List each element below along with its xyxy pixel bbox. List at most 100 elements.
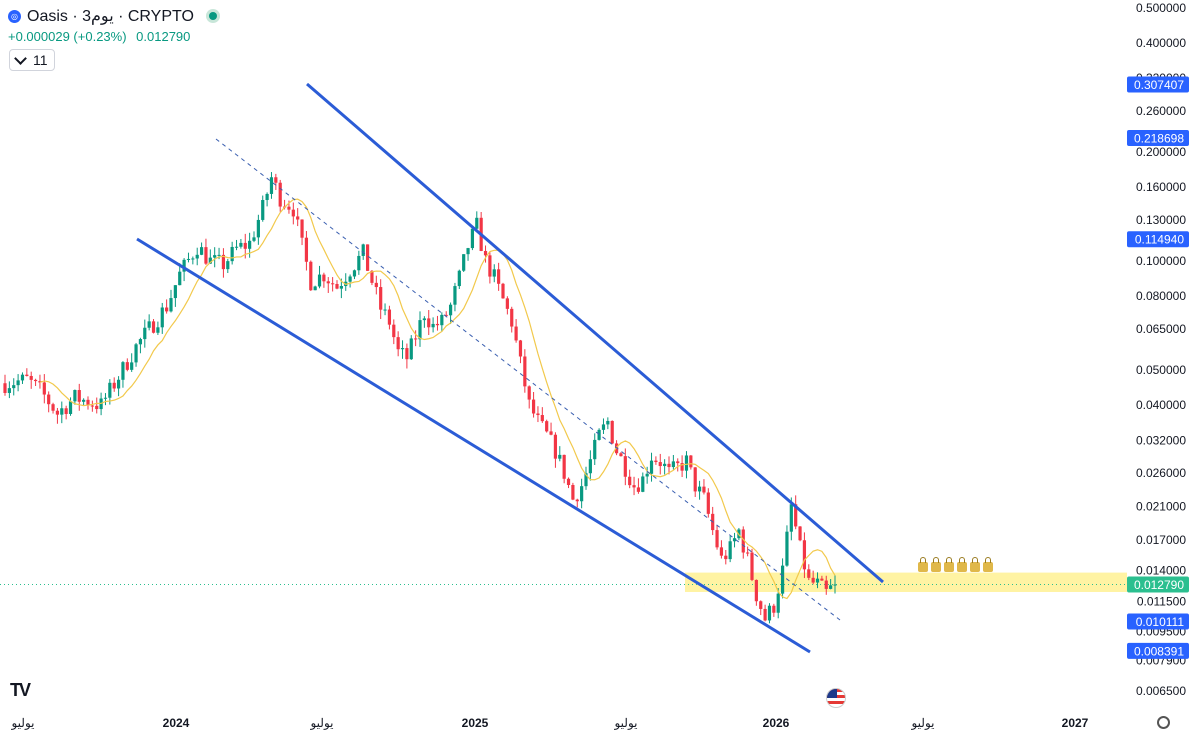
- candle-body: [156, 327, 160, 333]
- candle-body: [29, 375, 33, 380]
- candle-body: [195, 254, 199, 259]
- candle-body: [772, 605, 776, 613]
- candle-body: [108, 382, 112, 398]
- lock-icon[interactable]: [918, 557, 928, 572]
- price-label: 0.114940: [1135, 233, 1184, 247]
- candle-body: [780, 565, 785, 594]
- y-tick-label: 0.021000: [1136, 500, 1186, 514]
- lock-icon[interactable]: [931, 557, 941, 572]
- candle-body: [566, 478, 571, 485]
- candle-body: [492, 269, 496, 277]
- candle-body: [173, 285, 177, 299]
- candle-body: [47, 394, 51, 405]
- candle-body: [116, 379, 121, 389]
- candle-body: [287, 206, 291, 210]
- candle-body: [217, 254, 221, 256]
- candle-body: [230, 246, 234, 262]
- y-tick-label: 0.006500: [1136, 684, 1186, 698]
- candle-body: [641, 476, 645, 492]
- candle-body: [261, 200, 265, 220]
- candle-body: [724, 555, 728, 560]
- x-tick-label: يوليو: [613, 716, 637, 730]
- candle-body: [510, 308, 514, 327]
- gear-icon[interactable]: [1157, 716, 1170, 729]
- candle-body: [331, 283, 335, 285]
- candle-body: [64, 408, 68, 414]
- candle-body: [7, 388, 11, 393]
- y-tick-label: 0.032000: [1136, 433, 1186, 447]
- candle-body: [178, 271, 182, 286]
- candle-body: [728, 541, 732, 560]
- candle-body: [505, 298, 509, 309]
- candle-body: [501, 283, 505, 299]
- candle-body: [663, 463, 667, 467]
- candle-body: [706, 492, 710, 514]
- candle-body: [746, 552, 750, 554]
- candle-body: [400, 348, 405, 350]
- y-tick-label: 0.160000: [1136, 180, 1186, 194]
- candle-body: [531, 399, 536, 414]
- candle-body: [597, 429, 601, 440]
- candle-body: [693, 467, 697, 492]
- candle-body: [68, 401, 73, 414]
- candle-body: [697, 486, 702, 492]
- symbol-title[interactable]: Oasis · 3يوم · CRYPTO: [27, 8, 194, 25]
- candle-body: [466, 248, 470, 255]
- price-label-bg: [1127, 576, 1189, 593]
- candle-body: [387, 309, 392, 325]
- price-label: 0.008391: [1134, 644, 1184, 658]
- candle-body: [741, 529, 745, 553]
- lock-icon[interactable]: [944, 557, 954, 572]
- candle-body: [497, 269, 501, 284]
- candle-body: [243, 242, 247, 249]
- y-tick-label: 0.130000: [1136, 213, 1186, 227]
- candle-body: [60, 408, 64, 415]
- market-status-icon[interactable]: [205, 9, 220, 23]
- candle-body: [654, 460, 658, 463]
- candle-body: [16, 380, 20, 386]
- candle-body: [143, 327, 147, 340]
- lock-icon[interactable]: [970, 557, 980, 572]
- price-change: +0.000029 (+0.23%) 0.012790: [8, 29, 196, 44]
- lock-icon[interactable]: [983, 557, 993, 572]
- candle-body: [798, 526, 802, 541]
- candle-body: [649, 460, 654, 474]
- candle-body: [610, 420, 614, 444]
- indicators-toggle[interactable]: 11: [9, 49, 55, 71]
- chevron-down-icon: [14, 51, 27, 65]
- candle-body: [606, 420, 610, 425]
- candle-body: [265, 193, 269, 201]
- y-tick-label: 0.500000: [1136, 1, 1186, 15]
- price-label: 0.218698: [1134, 132, 1184, 146]
- candle-body: [274, 177, 278, 183]
- candle-body: [422, 318, 426, 321]
- indicator-count: 11: [33, 52, 48, 68]
- y-tick-label: 0.040000: [1136, 398, 1186, 412]
- candle-body: [750, 552, 754, 580]
- candle-body: [33, 379, 38, 382]
- x-tick-label: 2026: [763, 716, 790, 730]
- candle-body: [291, 209, 295, 217]
- candle-body: [632, 485, 636, 488]
- last-price: 0.012790: [136, 29, 191, 44]
- candle-body: [732, 538, 737, 542]
- moving-average-line: [39, 198, 836, 600]
- candle-body: [90, 405, 94, 407]
- candle-body: [545, 421, 549, 432]
- y-tick-label: 0.200000: [1136, 145, 1186, 159]
- candle-body: [204, 247, 208, 264]
- tradingview-logo[interactable]: TV: [10, 680, 31, 700]
- candle-body: [588, 459, 592, 474]
- us-flag-icon[interactable]: [826, 688, 846, 708]
- candle-body: [667, 463, 671, 468]
- upper-channel-line: [306, 82, 884, 584]
- candle-body: [645, 473, 649, 477]
- candle-body: [553, 434, 558, 459]
- candle-body: [130, 362, 134, 370]
- candle-body: [575, 499, 579, 502]
- lock-icon[interactable]: [957, 557, 967, 572]
- candle-body: [636, 487, 641, 492]
- candle-body: [256, 219, 260, 238]
- candle-body: [562, 454, 566, 479]
